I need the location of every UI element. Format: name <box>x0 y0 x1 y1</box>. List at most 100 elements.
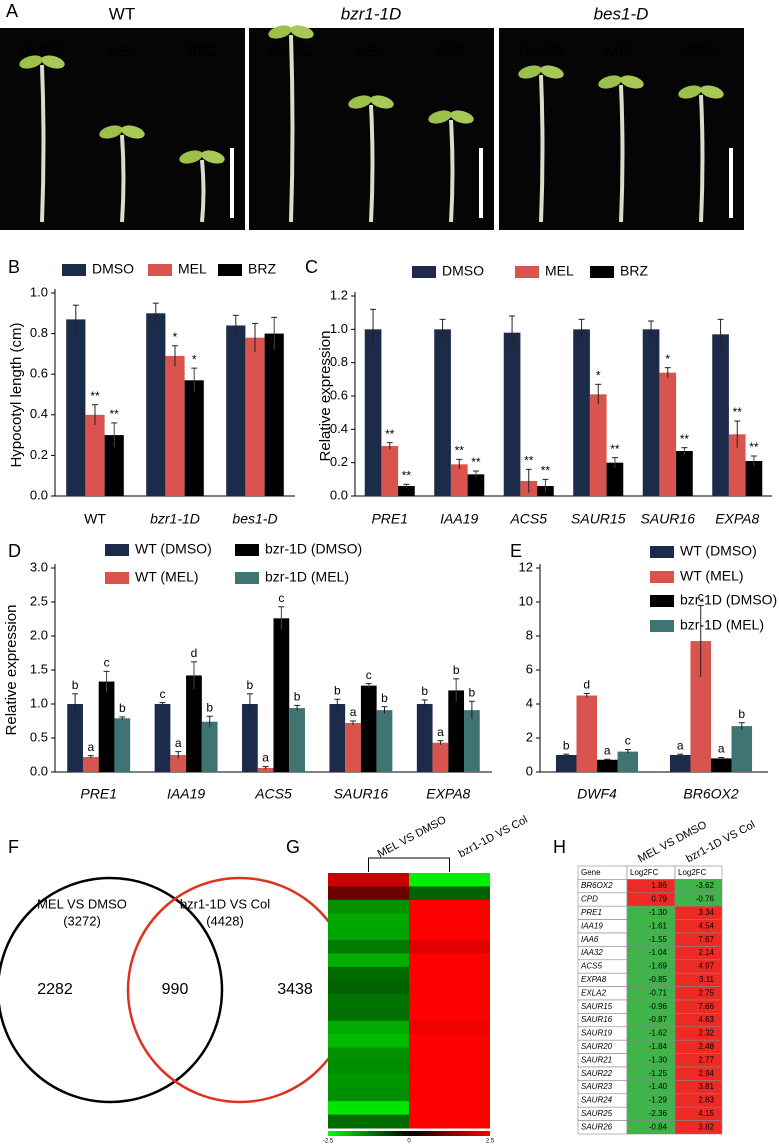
legend-swatch <box>235 572 259 584</box>
bar <box>464 710 480 772</box>
table-cell-text: -0.85 <box>649 975 668 984</box>
significance-label: b <box>421 684 428 698</box>
bar <box>617 751 639 772</box>
significance-label: b <box>381 691 388 705</box>
panel-label: E <box>510 541 522 561</box>
table-cell-text: 2.94 <box>698 1069 714 1078</box>
significance-label: ** <box>110 407 120 421</box>
legend-label: MEL <box>178 261 207 277</box>
table-cell-text: 3.34 <box>698 908 714 917</box>
panel-label: D <box>8 541 21 561</box>
legend-label: bzr-1D (DMSO) <box>265 541 362 557</box>
colorbar-tick-label: 2.5 <box>486 1139 495 1145</box>
table-cell-text: SAUR20 <box>581 1042 613 1051</box>
bar <box>226 325 246 496</box>
x-tick-label: EXPA8 <box>715 511 759 527</box>
legend-label: MEL <box>545 263 574 279</box>
significance-label: b <box>72 678 79 692</box>
table-cell-text: -3.62 <box>696 881 715 890</box>
significance-label: a <box>604 743 611 757</box>
bar <box>398 486 415 496</box>
bar <box>154 704 171 772</box>
table-cell-text: -1.84 <box>649 1042 668 1051</box>
table-cell-text: IAA32 <box>581 948 603 957</box>
y-tick-label: 1.0 <box>30 695 48 710</box>
y-tick-label: 0.5 <box>30 729 48 744</box>
bar <box>712 334 729 496</box>
bar <box>273 618 290 772</box>
significance-label: a <box>262 751 269 765</box>
colorbar <box>328 1131 490 1136</box>
y-tick-label: 1.5 <box>30 661 48 676</box>
treatment-label: DMSO <box>519 43 564 60</box>
cotyledon <box>540 65 564 79</box>
seedling-hypocotyl <box>200 159 206 223</box>
y-tick-label: 0.6 <box>30 366 48 381</box>
table-cell-text: -0.84 <box>649 1122 668 1131</box>
treatment-label: MEL <box>107 43 138 60</box>
heatmap-cell <box>328 1034 409 1048</box>
significance-label: ** <box>749 440 759 454</box>
table-cell-text: 2.48 <box>698 1042 714 1051</box>
cotyledon <box>121 125 145 139</box>
bar <box>257 767 274 772</box>
table-cell-text: -1.62 <box>649 1029 668 1038</box>
table-cell-text: -0.96 <box>649 1002 668 1011</box>
y-axis-label: Relative expression <box>317 331 334 462</box>
bar <box>669 755 691 772</box>
legend-swatch <box>235 544 259 556</box>
table-cell-text: -1.29 <box>649 1096 668 1105</box>
heatmap-cell <box>328 993 409 1008</box>
heatmap-cell <box>409 926 490 941</box>
table-cell-text: -1.61 <box>649 921 668 930</box>
venn-set <box>0 876 224 1104</box>
heatmap-cell <box>409 1114 490 1129</box>
heatmap-cell <box>328 1007 409 1022</box>
panel-label: C <box>305 257 318 277</box>
x-tick-label: SAUR16 <box>641 511 696 527</box>
y-tick-label: 0.0 <box>30 763 48 778</box>
bar <box>432 742 449 772</box>
significance-label: ** <box>610 442 620 456</box>
significance-label: b <box>453 663 460 677</box>
legend-label: WT (DMSO) <box>680 543 757 559</box>
heatmap-cell <box>328 886 409 901</box>
significance-label: * <box>173 330 178 344</box>
y-tick-label: 0.8 <box>330 354 348 369</box>
table-cell-text: SAUR15 <box>581 1002 613 1011</box>
legend-label: bzr-1D (DMSO) <box>680 592 777 608</box>
cotyledon <box>678 85 702 99</box>
table-cell-text: IAA6 <box>581 935 599 944</box>
heatmap-cell <box>409 1060 490 1075</box>
heatmap-cell <box>328 940 409 955</box>
x-tick-label: ACS5 <box>254 786 292 802</box>
table-cell <box>674 1120 723 1135</box>
x-tick-label: bes1-D <box>232 511 277 527</box>
bar <box>606 462 624 496</box>
y-axis-label: Hypocotyl length (cm) <box>8 322 25 467</box>
legend-swatch <box>650 620 674 632</box>
y-tick-label: 0.6 <box>330 387 348 402</box>
significance-label: d <box>191 646 198 660</box>
treatment-label: DMSO <box>20 43 65 60</box>
bar <box>467 474 485 496</box>
significance-label: b <box>294 690 301 704</box>
cotyledon <box>290 25 314 39</box>
table-cell-text: -1.04 <box>649 948 668 957</box>
table-cell-text: -1.30 <box>649 1055 668 1064</box>
table-cell-text: EXLA2 <box>581 988 606 997</box>
cotyledon <box>179 150 203 164</box>
seedling-hypocotyl <box>699 94 705 223</box>
table-cell-text: SAUR16 <box>581 1015 613 1024</box>
significance-label: a <box>718 742 725 756</box>
bar <box>448 690 465 772</box>
bar <box>67 704 83 772</box>
x-tick-label: PRE1 <box>80 786 117 802</box>
table-cell-text: EXPA8 <box>581 975 607 984</box>
table-cell-text: SAUR26 <box>581 1122 613 1131</box>
heatmap-cell <box>328 1060 409 1075</box>
bar <box>597 759 618 772</box>
table-header: Log2FC <box>630 868 659 877</box>
legend-swatch <box>515 266 539 278</box>
bar <box>360 685 377 772</box>
